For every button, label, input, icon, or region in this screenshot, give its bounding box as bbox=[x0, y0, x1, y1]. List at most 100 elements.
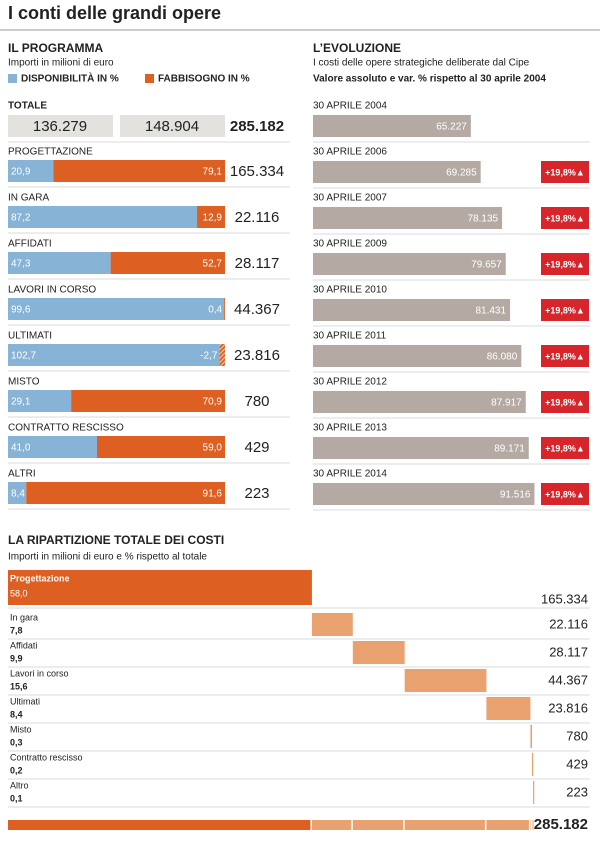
segment-label: 8,4 bbox=[11, 489, 25, 500]
percent-label: 0,3 bbox=[10, 737, 23, 747]
change-badge bbox=[541, 437, 589, 459]
change-badge bbox=[541, 253, 589, 275]
change-label: +19,8%▲ bbox=[545, 397, 585, 407]
segment-label: -2,7 bbox=[200, 351, 218, 362]
bar-segment bbox=[8, 298, 225, 320]
legend-swatch bbox=[8, 74, 17, 83]
bar bbox=[313, 253, 506, 275]
subtitle: I costi delle opere strategiche delibera… bbox=[313, 58, 530, 69]
change-badge bbox=[541, 161, 589, 183]
category-label: 30 APRILE 2011 bbox=[313, 331, 387, 342]
value-label: 69.285 bbox=[446, 168, 477, 179]
bar bbox=[313, 483, 535, 505]
row-total: 165.334 bbox=[230, 163, 284, 180]
category-label: MISTO bbox=[8, 377, 40, 388]
segment-label: 70,9 bbox=[203, 397, 223, 408]
value-label: 91.516 bbox=[500, 490, 531, 501]
category-label: 30 APRILE 2010 bbox=[313, 285, 387, 296]
change-badge bbox=[541, 207, 589, 229]
row-total: 22.116 bbox=[235, 209, 280, 226]
bar bbox=[532, 753, 534, 776]
value-label: 87.917 bbox=[491, 398, 522, 409]
amount-label: 44.367 bbox=[548, 672, 588, 687]
segment-label: 91,6 bbox=[203, 489, 223, 500]
value-label: 65.227 bbox=[436, 122, 467, 133]
legend-label: DISPONIBILITÀ IN % bbox=[21, 72, 119, 85]
percent-label: 0,2 bbox=[10, 765, 23, 775]
subtitle: Importi in milioni di euro bbox=[8, 58, 114, 69]
category-label: Affidati bbox=[10, 640, 37, 650]
section-title: IL PROGRAMMA bbox=[8, 41, 103, 55]
bar bbox=[313, 345, 522, 367]
change-label: +19,8%▲ bbox=[545, 305, 585, 315]
value-label: 81.431 bbox=[475, 306, 506, 317]
category-label: Altro bbox=[10, 780, 29, 790]
segment-label: 102,7 bbox=[11, 351, 36, 362]
bar-segment bbox=[8, 252, 111, 274]
total-box bbox=[8, 115, 113, 137]
total-segment bbox=[352, 820, 404, 830]
category-label: IN GARA bbox=[8, 193, 49, 204]
bar bbox=[8, 570, 312, 605]
category-label: 30 APRILE 2007 bbox=[313, 193, 387, 204]
amount-label: 165.334 bbox=[541, 591, 588, 606]
bar-segment bbox=[96, 436, 225, 458]
amount-label: 429 bbox=[566, 756, 588, 771]
percent-label: 7,8 bbox=[10, 625, 23, 635]
total-part: 148.904 bbox=[145, 118, 199, 135]
amount-label: 223 bbox=[566, 784, 588, 799]
segment-label: 79,1 bbox=[203, 167, 223, 178]
segment-label: 59,0 bbox=[203, 443, 223, 454]
change-label: +19,8%▲ bbox=[545, 259, 585, 269]
percent-label: 8,4 bbox=[10, 709, 23, 719]
row-total: 780 bbox=[244, 393, 269, 410]
bar bbox=[352, 641, 405, 664]
category-label: Contratto rescisso bbox=[10, 752, 83, 762]
value-label: 89.171 bbox=[494, 444, 525, 455]
category-label: 30 APRILE 2014 bbox=[313, 469, 387, 480]
segment-label: 87,2 bbox=[11, 213, 31, 224]
percent-label: 15,6 bbox=[10, 681, 28, 691]
bar-segment bbox=[110, 252, 225, 274]
bar bbox=[530, 725, 532, 748]
row-total: 28.117 bbox=[235, 255, 280, 272]
value-label: 86.080 bbox=[487, 352, 518, 363]
category-label: 30 APRILE 2006 bbox=[313, 147, 387, 158]
total-segment bbox=[486, 820, 529, 830]
amount-label: 780 bbox=[566, 728, 588, 743]
bar-segment bbox=[8, 436, 97, 458]
bar bbox=[313, 391, 526, 413]
change-label: +19,8%▲ bbox=[545, 489, 585, 499]
segment-label: 0,4 bbox=[208, 305, 222, 316]
bar bbox=[486, 697, 531, 720]
section-title: L’EVOLUZIONE bbox=[313, 41, 401, 55]
bar-segment bbox=[8, 160, 54, 182]
segment-label: 47,3 bbox=[11, 259, 31, 270]
bar bbox=[404, 669, 487, 692]
bar-segment bbox=[53, 160, 226, 182]
bar bbox=[313, 161, 481, 183]
total-segment bbox=[530, 820, 531, 830]
grand-total: 285.182 bbox=[230, 118, 284, 135]
bar-segment bbox=[219, 344, 225, 366]
category-label: 30 APRILE 2009 bbox=[313, 239, 387, 250]
category-label: CONTRATTO RESCISSO bbox=[8, 423, 124, 434]
category-label: AFFIDATI bbox=[8, 239, 52, 250]
legend-swatch bbox=[145, 74, 154, 83]
total-label: TOTALE bbox=[8, 101, 47, 112]
value-label: 78.135 bbox=[467, 214, 498, 225]
legend-label: FABBISOGNO IN % bbox=[158, 74, 250, 85]
row-total: 429 bbox=[244, 439, 269, 456]
segment-label: 41,0 bbox=[11, 443, 31, 454]
row-total: 44.367 bbox=[234, 301, 280, 318]
percent-label: 58,0 bbox=[10, 588, 28, 598]
amount-label: 28.117 bbox=[549, 644, 588, 659]
bar-segment bbox=[71, 390, 225, 412]
percent-label: 0,1 bbox=[10, 793, 23, 803]
category-label: Progettazione bbox=[10, 573, 70, 583]
amount-label: 23.816 bbox=[548, 700, 588, 715]
section-title: LA RIPARTIZIONE TOTALE DEI COSTI bbox=[8, 533, 224, 547]
grand-total: 285.182 bbox=[534, 816, 588, 833]
category-label: PROGETTAZIONE bbox=[8, 147, 93, 158]
